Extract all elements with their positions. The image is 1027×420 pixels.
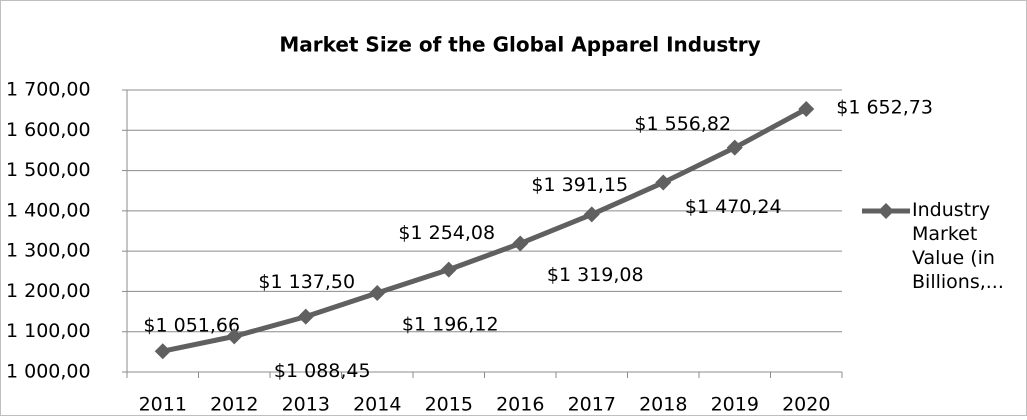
x-tick-label: 2012	[210, 394, 258, 416]
marker	[583, 206, 600, 223]
x-tick-label: 2018	[639, 394, 687, 416]
marker	[440, 261, 457, 278]
y-tick-label: 1 400,00	[6, 199, 91, 221]
data-label: $1 196,12	[402, 313, 499, 335]
data-label: $1 470,24	[685, 196, 782, 218]
line	[162, 106, 808, 354]
y-tick-label: 1 200,00	[6, 280, 91, 302]
chart-title: Market Size of the Global Apparel Indust…	[279, 33, 760, 57]
marker	[655, 174, 672, 191]
data-label: $1 051,66	[143, 315, 240, 337]
legend-label: Industry Market Value (in Billions,...	[912, 199, 1004, 293]
y-tick-label: 1 700,00	[6, 79, 91, 101]
x-tick-label: 2013	[282, 394, 330, 416]
marker	[798, 101, 815, 118]
x-tick-label: 2017	[568, 394, 616, 416]
y-tick-label: 1 000,00	[6, 361, 91, 383]
x-tick-label: 2020	[782, 394, 830, 416]
marker	[726, 139, 743, 156]
marker	[226, 328, 243, 345]
data-label: $1 556,82	[634, 113, 731, 135]
marker	[369, 284, 386, 301]
y-tick-label: 1 500,00	[6, 159, 91, 181]
marker	[297, 308, 314, 325]
y-tick-label: 1 300,00	[6, 240, 91, 262]
legend-marker	[878, 203, 894, 219]
data-label: $1 254,08	[398, 222, 495, 244]
data-label: $1 391,15	[531, 174, 628, 196]
data-label: $1 319,08	[547, 264, 644, 286]
data-label: $1 088,45	[274, 360, 371, 382]
x-tick-label: 2019	[711, 394, 759, 416]
marker	[154, 343, 171, 360]
data-label: $1 652,73	[836, 97, 933, 119]
data-label: $1 137,50	[258, 271, 355, 293]
marker	[512, 235, 529, 252]
x-tick-label: 2016	[496, 394, 544, 416]
x-tick-label: 2015	[425, 394, 473, 416]
y-tick-label: 1 600,00	[6, 119, 91, 141]
y-tick-label: 1 100,00	[6, 320, 91, 342]
x-tick-label: 2014	[353, 394, 401, 416]
x-tick-label: 2011	[139, 394, 187, 416]
